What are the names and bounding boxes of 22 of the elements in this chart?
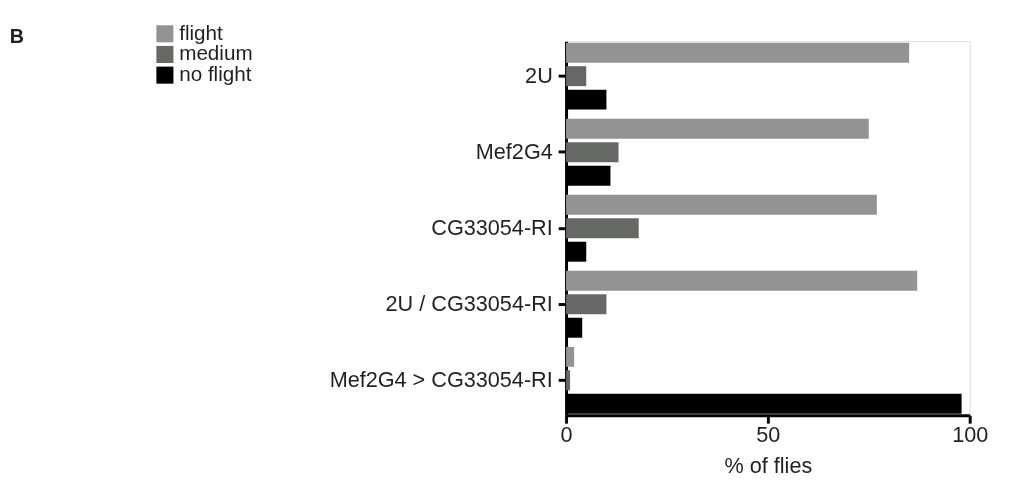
bar: [566, 218, 639, 239]
bar: [566, 270, 918, 291]
y-tick-label: Mef2G4 > CG33054-RI: [329, 367, 553, 393]
x-tick-label: 100: [952, 422, 989, 448]
bar: [566, 42, 910, 63]
x-tick-label: 50: [756, 422, 781, 448]
bar: [566, 118, 869, 139]
y-tick-label: 2U: [525, 63, 553, 89]
bar: [566, 66, 587, 87]
text: B: [9, 25, 25, 48]
x-axis-title: % of flies: [724, 452, 813, 478]
y-tick-label: CG33054-RI: [431, 215, 553, 241]
bar: [566, 370, 571, 391]
bar: [566, 294, 607, 315]
y-tick-label: 2U / CG33054-RI: [385, 291, 553, 317]
bar: [566, 194, 877, 215]
legend-label: flight: [179, 20, 224, 44]
y-tick-label: Mef2G4: [475, 139, 553, 165]
legend-label: no flight: [179, 62, 252, 86]
bar: [566, 346, 575, 367]
bar: [566, 142, 619, 163]
x-tick-label: 0: [560, 422, 573, 448]
